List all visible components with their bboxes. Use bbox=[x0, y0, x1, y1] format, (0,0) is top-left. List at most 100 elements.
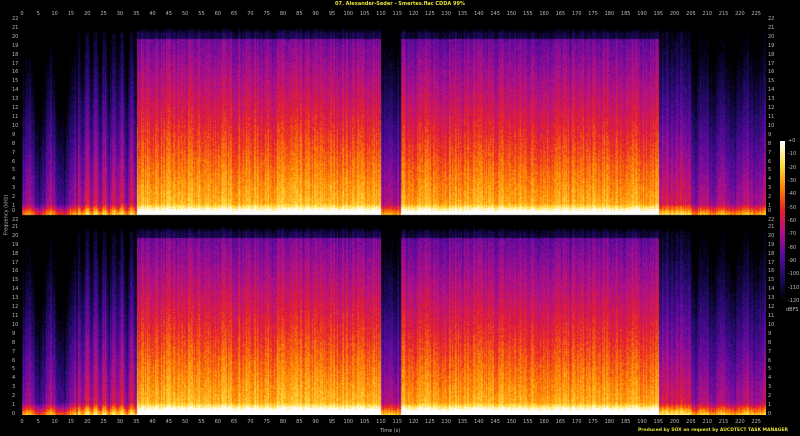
x-tick-bottom: 220 bbox=[735, 419, 745, 425]
y-tick-right: 12 bbox=[768, 105, 775, 112]
y-tick-left: 17 bbox=[12, 259, 19, 266]
x-tick-top: 100 bbox=[343, 11, 354, 17]
x-tick-bottom: 60 bbox=[214, 419, 221, 425]
y-tick-right: 20 bbox=[768, 232, 775, 239]
y-tick-left: 8 bbox=[12, 140, 16, 147]
x-tick-bottom: 70 bbox=[247, 419, 254, 425]
y-tick-left: 4 bbox=[12, 176, 16, 183]
x-tick-top: 200 bbox=[669, 11, 680, 17]
colorbar-tick: -60 bbox=[788, 218, 797, 224]
y-tick-right: 11 bbox=[768, 313, 775, 319]
y-tick-right: 4 bbox=[768, 375, 772, 382]
x-tick-bottom: 45 bbox=[165, 419, 173, 425]
y-tick-right: 17 bbox=[768, 60, 775, 67]
y-tick-right: 8 bbox=[768, 140, 772, 147]
x-tick-top: 170 bbox=[571, 11, 582, 17]
footer-credit: Produced by SOX on request by AUCDTECT T… bbox=[638, 428, 788, 433]
x-tick-bottom: 80 bbox=[279, 419, 287, 425]
x-tick-top: 40 bbox=[149, 11, 156, 17]
x-tick-top: 75 bbox=[263, 11, 270, 17]
y-tick-right: 5 bbox=[768, 366, 772, 373]
y-tick-right: 12 bbox=[768, 304, 775, 311]
x-tick-top: 225 bbox=[751, 11, 761, 17]
y-tick-left: 15 bbox=[12, 277, 19, 284]
y-tick-right: 10 bbox=[768, 122, 775, 129]
x-tick-bottom: 40 bbox=[149, 419, 156, 425]
y-tick-right: 7 bbox=[768, 149, 772, 156]
x-tick-top: 90 bbox=[312, 11, 319, 17]
x-axis-label: Time (s) bbox=[380, 428, 401, 434]
y-tick-right: 22 bbox=[768, 16, 775, 22]
y-tick-left: 11 bbox=[12, 313, 19, 319]
y-tick-right: 20 bbox=[768, 33, 775, 40]
x-tick-top: 35 bbox=[133, 11, 140, 17]
y-tick-left: 9 bbox=[12, 131, 16, 138]
y-tick-left: 6 bbox=[12, 357, 16, 364]
y-tick-left: 18 bbox=[12, 250, 19, 257]
x-tick-top: 60 bbox=[214, 11, 221, 17]
colorbar-tick: -20 bbox=[788, 164, 797, 171]
x-tick-bottom: 180 bbox=[604, 419, 615, 425]
colorbar-label: dBFS bbox=[786, 307, 799, 313]
x-tick-bottom: 135 bbox=[457, 419, 468, 425]
y-tick-right: 13 bbox=[768, 96, 775, 103]
x-tick-top: 110 bbox=[376, 11, 386, 17]
y-tick-right: 16 bbox=[768, 69, 775, 76]
y-tick-right: 1 bbox=[768, 203, 772, 210]
y-tick-right: 14 bbox=[768, 87, 775, 94]
y-tick-left: 22 bbox=[12, 217, 19, 223]
x-tick-bottom: 195 bbox=[653, 419, 664, 425]
y-tick-left: 2 bbox=[12, 393, 16, 400]
colorbar-tick: -40 bbox=[788, 191, 797, 198]
colorbar-tick: -80 bbox=[788, 244, 797, 251]
x-tick-bottom: 155 bbox=[523, 419, 533, 425]
y-tick-left: 4 bbox=[12, 375, 16, 382]
y-tick-left: 5 bbox=[12, 167, 16, 174]
x-tick-bottom: 15 bbox=[67, 419, 75, 425]
x-tick-top: 85 bbox=[296, 11, 303, 17]
x-tick-bottom: 120 bbox=[408, 419, 419, 425]
x-tick-bottom: 115 bbox=[392, 419, 403, 425]
y-tick-left: 7 bbox=[12, 348, 16, 355]
y-tick-right: 21 bbox=[768, 223, 775, 230]
x-tick-bottom: 105 bbox=[359, 419, 370, 425]
x-tick-bottom: 125 bbox=[425, 419, 435, 425]
x-tick-top: 15 bbox=[67, 11, 75, 17]
y-tick-right: 4 bbox=[768, 176, 772, 183]
colorbar-tick: -100 bbox=[788, 271, 800, 278]
y-tick-right: 9 bbox=[768, 131, 772, 138]
x-tick-bottom: 65 bbox=[230, 419, 238, 425]
y-tick-left: 20 bbox=[12, 232, 19, 239]
x-tick-bottom: 10 bbox=[51, 419, 58, 425]
x-tick-top: 185 bbox=[620, 11, 631, 17]
y-tick-right: 3 bbox=[768, 384, 772, 391]
y-tick-right: 8 bbox=[768, 339, 772, 346]
colorbar-tick: -70 bbox=[788, 231, 797, 238]
x-tick-top: 160 bbox=[539, 11, 549, 17]
colorbar-tick: -120 bbox=[788, 298, 800, 304]
y-tick-left: 11 bbox=[12, 114, 19, 120]
y-tick-left: 1 bbox=[12, 402, 16, 409]
y-tick-left: 10 bbox=[12, 321, 19, 328]
x-tick-top: 220 bbox=[735, 11, 745, 17]
y-tick-left: 19 bbox=[12, 241, 19, 248]
y-tick-left: 0 bbox=[12, 208, 16, 214]
colorbar-tick: -10 bbox=[788, 151, 797, 158]
y-tick-right: 3 bbox=[768, 185, 772, 192]
y-tick-left: 3 bbox=[12, 384, 16, 391]
x-tick-top: 150 bbox=[506, 11, 517, 17]
x-tick-top: 120 bbox=[408, 11, 419, 17]
x-tick-top: 0 bbox=[20, 11, 24, 17]
y-tick-left: 22 bbox=[12, 16, 19, 22]
x-tick-bottom: 5 bbox=[36, 419, 40, 425]
y-tick-right: 9 bbox=[768, 330, 772, 337]
y-tick-right: 6 bbox=[768, 158, 772, 165]
x-tick-top: 80 bbox=[279, 11, 287, 17]
y-tick-right: 18 bbox=[768, 51, 775, 58]
y-tick-right: 19 bbox=[768, 42, 775, 49]
x-tick-top: 10 bbox=[51, 11, 58, 17]
x-tick-bottom: 0 bbox=[20, 419, 24, 425]
x-tick-bottom: 145 bbox=[490, 419, 500, 425]
chart-title: 07. Alexander-Seder - Smertes.flac CDDA … bbox=[335, 1, 465, 7]
y-tick-left: 10 bbox=[12, 122, 19, 129]
